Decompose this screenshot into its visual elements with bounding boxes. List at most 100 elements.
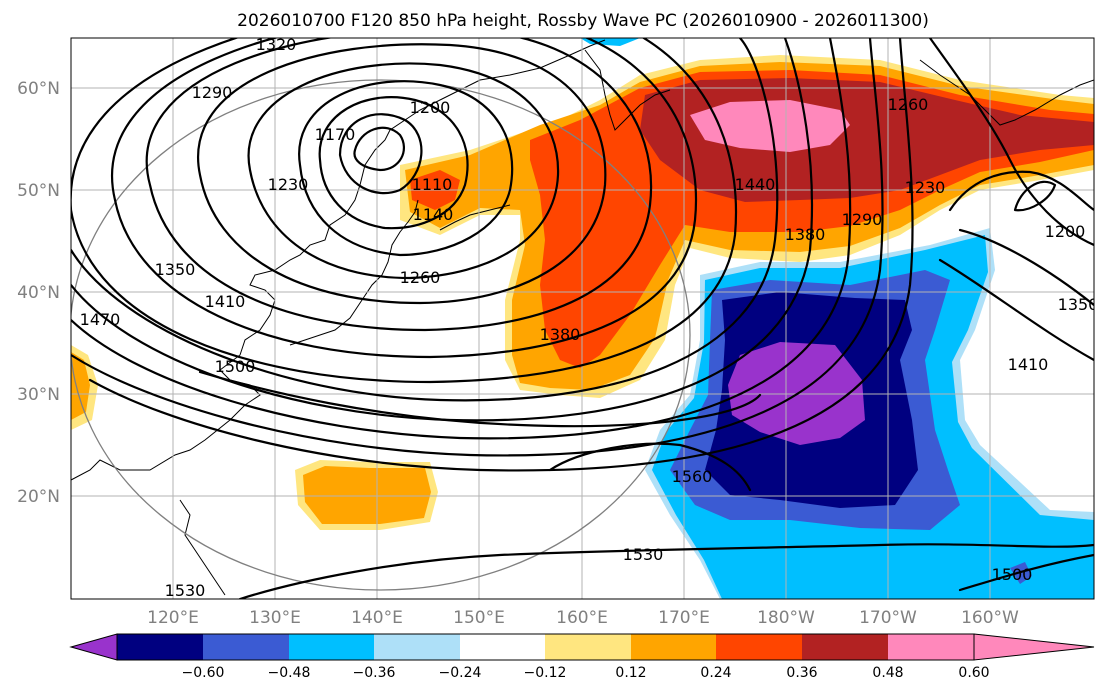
map-title: 2026010700 F120 850 hPa height, Rossby W… — [237, 11, 929, 31]
contour-1170 — [298, 80, 514, 257]
colorbar-tick-label: −0.60 — [182, 665, 225, 681]
map-panel: 1320 1290 1200 1170 1230 1110 1140 1350 … — [71, 35, 1099, 600]
lat-label-60n: 60°N — [17, 79, 60, 99]
contour-labels: 1320 1290 1200 1170 1230 1110 1140 1350 … — [80, 35, 1099, 600]
colorbar-tick-label: 0.48 — [872, 665, 903, 681]
contour-label: 1140 — [413, 205, 454, 224]
coastline-kuril — [439, 204, 511, 231]
contour-label: 1170 — [315, 125, 356, 144]
colorbar-segment — [117, 634, 203, 660]
colorbar-segment — [460, 634, 545, 660]
colorbar-segment — [289, 634, 374, 660]
contour-label: 1500 — [992, 565, 1033, 584]
gridlines — [71, 38, 1094, 599]
contour-label: 1350 — [155, 260, 196, 279]
positive-anomaly-south-orange — [303, 466, 431, 524]
coastline-philippines — [179, 499, 226, 596]
colorbar-segment — [374, 634, 460, 660]
colorbar-extend-low — [69, 633, 118, 661]
colorbar-segment — [203, 634, 289, 660]
contour-1350 — [71, 38, 779, 402]
contour-label: 1530 — [165, 581, 206, 600]
longitude-labels: 120°E 130°E 140°E 150°E 160°E 170°E 180°… — [147, 608, 1019, 628]
contour-1560 — [548, 442, 752, 492]
contour-label: 1230 — [268, 175, 309, 194]
contour-1500 — [198, 370, 762, 428]
lon-label-160e: 160°E — [556, 608, 608, 628]
contour-label: 1320 — [256, 35, 297, 54]
contour-1470 — [88, 38, 914, 472]
contour-label: 1380 — [785, 225, 826, 244]
colorbar: −0.60 −0.48 −0.36 −0.24 −0.12 0.12 0.24 … — [69, 633, 1095, 681]
contour-label: 1110 — [412, 175, 453, 194]
colorbar-segment — [802, 634, 888, 660]
contour-ne-1200 — [948, 170, 1094, 212]
lat-label-20n: 20°N — [17, 487, 60, 507]
contour-1440 — [71, 38, 884, 457]
contour-label: 1290 — [842, 210, 883, 229]
contour-label: 1230 — [905, 178, 946, 197]
colorbar-tick-label: −0.48 — [268, 665, 311, 681]
colorbar-tick-label: 0.24 — [700, 665, 731, 681]
lon-label-180w: 180°W — [757, 608, 815, 628]
lon-label-140e: 140°E — [351, 608, 403, 628]
contour-1260 — [145, 38, 653, 332]
contour-label: 1500 — [215, 357, 256, 376]
latitude-labels: 60°N 50°N 40°N 30°N 20°N — [17, 79, 60, 507]
contour-label: 1380 — [540, 325, 581, 344]
contour-1140 — [318, 96, 469, 230]
lat-label-30n: 30°N — [17, 385, 60, 405]
contour-label: 1260 — [400, 268, 441, 287]
contour-label: 1410 — [1008, 355, 1049, 374]
lon-label-170e: 170°E — [658, 608, 710, 628]
contour-label: 1200 — [1045, 222, 1086, 241]
contour-label: 1530 — [623, 545, 664, 564]
colorbar-tick-label: −0.36 — [353, 665, 396, 681]
colorbar-tick-label: −0.12 — [524, 665, 567, 681]
colorbar-tick-label: 0.60 — [958, 665, 989, 681]
colorbar-segment — [888, 634, 974, 660]
colorbar-tick-label: −0.24 — [439, 665, 482, 681]
contour-label: 1470 — [80, 310, 121, 329]
positive-anomaly-small-west-orange — [71, 352, 90, 420]
contour-label: 1290 — [192, 83, 233, 102]
contour-label: 1260 — [888, 95, 929, 114]
contour-1530 — [238, 543, 1094, 599]
contour-label: 1440 — [735, 175, 776, 194]
contour-1380 — [71, 38, 814, 422]
contour-1320 — [71, 38, 738, 384]
colorbar-extend-high — [973, 633, 1095, 661]
lon-label-160w: 160°W — [961, 608, 1019, 628]
contour-1500-east — [928, 38, 1094, 247]
coastline-alaska — [919, 59, 1094, 126]
contour-1410 — [71, 38, 852, 440]
contour-1200 — [247, 62, 560, 280]
positive-anomaly-pink — [690, 100, 850, 152]
height-contours — [71, 38, 1094, 599]
lon-label-150e: 150°E — [453, 608, 505, 628]
contour-label: 1350 — [1058, 295, 1099, 314]
colorbar-tick-label: 0.36 — [786, 665, 817, 681]
colorbar-tick-label: 0.12 — [615, 665, 646, 681]
contour-ne-1410 — [938, 258, 1094, 362]
colorbar-frame — [116, 633, 975, 661]
contour-low-center — [353, 126, 406, 172]
contour-ne-1350 — [958, 228, 1094, 307]
contour-1230 — [197, 43, 607, 305]
lat-label-50n: 50°N — [17, 181, 60, 201]
contour-1500-se — [958, 553, 1094, 592]
reference-circle — [71, 79, 691, 591]
colorbar-segment — [545, 634, 631, 660]
lat-label-40n: 40°N — [17, 283, 60, 303]
contour-ne-small — [1013, 180, 1057, 212]
colorbar-ticks: −0.60 −0.48 −0.36 −0.24 −0.12 0.12 0.24 … — [182, 665, 990, 681]
lon-label-170w: 170°W — [859, 608, 917, 628]
contour-1290 — [111, 38, 698, 359]
colorbar-segment — [631, 634, 716, 660]
contour-1110 — [338, 113, 423, 195]
colorbar-segment — [716, 634, 802, 660]
lon-label-130e: 130°E — [249, 608, 301, 628]
contour-label: 1560 — [672, 467, 713, 486]
contour-label: 1200 — [410, 98, 451, 117]
